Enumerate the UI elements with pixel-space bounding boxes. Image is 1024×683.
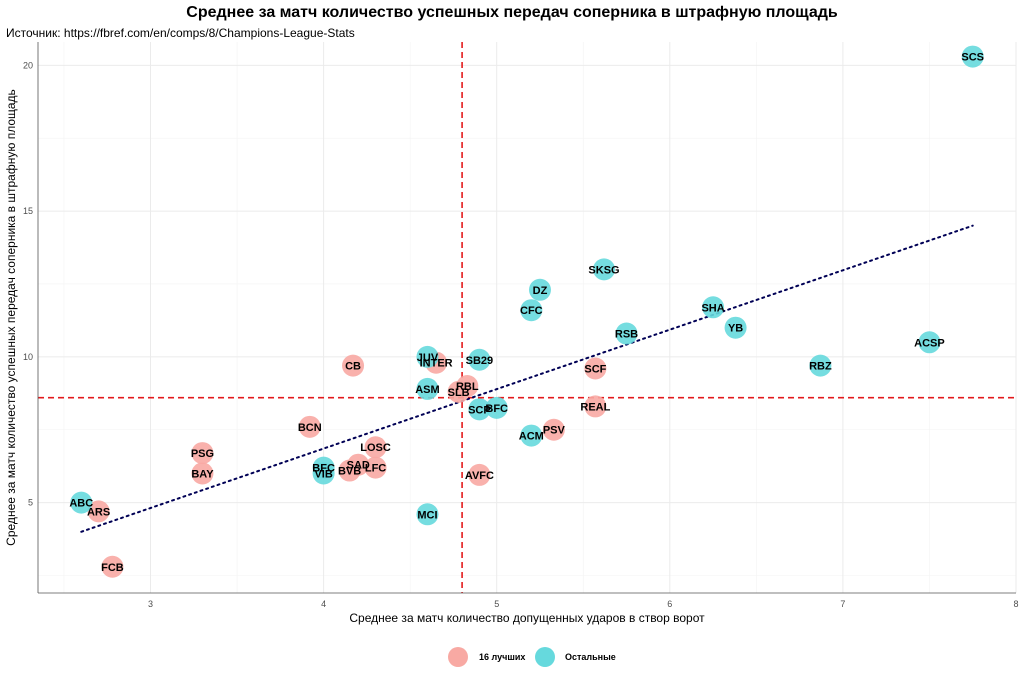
point-label-asm: ASM (415, 384, 439, 396)
point-label-sksg: SKSG (588, 264, 619, 276)
point-label-acsp: ACSP (914, 337, 945, 349)
y-tick-label: 10 (23, 352, 33, 362)
legend-swatch-top16 (448, 647, 468, 667)
axis-layer: 3 4 5 6 7 8 5 10 15 20 (23, 42, 1019, 609)
point-juv (416, 345, 439, 368)
point-scp (468, 398, 491, 421)
grid-layer (38, 42, 1017, 593)
x-tick-label: 6 (667, 599, 672, 609)
point-label-scs: SCS (961, 52, 984, 64)
y-tick-label: 20 (23, 60, 33, 70)
point-label-vib: VIB (314, 468, 332, 480)
point-scf (584, 357, 607, 380)
y-tick-label: 5 (28, 498, 33, 508)
point-label-bfc: BFC (312, 463, 335, 475)
point-bvb (338, 459, 361, 482)
point-acsp (918, 331, 941, 354)
point-real (584, 395, 607, 418)
y-axis-title: Среднее за матч количество успешных пере… (4, 89, 18, 546)
point-label-sha: SHA (701, 302, 724, 314)
point-label-sad: SAD (347, 460, 370, 472)
point-bfc (485, 396, 508, 419)
point-sb29 (468, 348, 491, 371)
chart-title: Среднее за матч количество успешных пере… (186, 4, 838, 21)
point-label-bay: BAY (191, 468, 214, 480)
point-label-psg: PSG (191, 448, 214, 460)
point-label-rbz: RBZ (809, 361, 832, 373)
points-layer (70, 45, 984, 578)
point-label-bvb: BVB (338, 466, 361, 478)
point-label-rbl: RBL (456, 381, 479, 393)
point-label-sb29: SB29 (466, 355, 494, 367)
point-lfc (364, 456, 387, 479)
point-psg (191, 442, 214, 465)
x-axis-title: Среднее за матч количество допущенных уд… (349, 611, 705, 625)
x-tick-label: 4 (321, 599, 326, 609)
point-label-bcn: BCN (298, 422, 322, 434)
point-abc (70, 491, 93, 514)
point-sksg (593, 258, 616, 281)
point-asm (416, 377, 439, 400)
legend-swatch-others (535, 647, 555, 667)
point-mci (416, 503, 439, 526)
point-label-avfc: AVFC (465, 470, 494, 482)
point-rbz (809, 354, 832, 377)
legend-label-others: Остальные (565, 652, 616, 662)
point-label-cb: CB (345, 361, 361, 373)
reference-lines (38, 42, 1016, 593)
point-label-scp: SCP (468, 404, 491, 416)
point-label-inter: INTER (420, 358, 453, 370)
x-tick-label: 5 (494, 599, 499, 609)
point-sha (702, 296, 725, 319)
point-label-cfc: CFC (520, 305, 543, 317)
point-acm (520, 424, 543, 447)
point-rsb (615, 322, 638, 345)
point-dz (528, 278, 551, 301)
point-bay (191, 462, 214, 485)
point-label-acm: ACM (519, 431, 544, 443)
point-label-scf: SCF (584, 364, 606, 376)
point-label-rsb: RSB (615, 329, 638, 341)
point-label-slb: SLB (448, 387, 470, 399)
point-label-bfc: BFC (485, 403, 508, 415)
x-tick-label: 7 (840, 599, 845, 609)
point-cfc (520, 299, 543, 322)
point-label-fcb: FCB (101, 562, 124, 574)
legend-label-top16: 16 лучших (479, 652, 525, 662)
point-label-juv: JUV (417, 352, 439, 364)
chart-subtitle: Источник: https://fbref.com/en/comps/8/C… (6, 26, 355, 40)
point-label-abc: ABC (69, 498, 93, 510)
legend: 16 лучших Остальные (448, 647, 616, 667)
point-label-ars: ARS (87, 506, 110, 518)
point-label-losc: LOSC (360, 442, 391, 454)
point-ars (87, 500, 110, 523)
point-label-dz: DZ (533, 285, 548, 297)
point-bcn (298, 415, 321, 438)
point-label-mci: MCI (417, 509, 437, 521)
point-cb (342, 354, 365, 377)
point-avfc (468, 463, 491, 486)
point-fcb (101, 555, 124, 578)
point-label-yb: YB (728, 323, 743, 335)
point-label-lfc: LFC (365, 463, 386, 475)
point-losc (364, 436, 387, 459)
point-psv (542, 418, 565, 441)
trend-line (80, 224, 974, 533)
point-label-real: REAL (580, 401, 610, 413)
x-tick-label: 3 (148, 599, 153, 609)
y-tick-label: 15 (23, 206, 33, 216)
point-rbl (456, 375, 479, 398)
point-vib (312, 462, 335, 485)
point-scs (961, 45, 984, 68)
x-tick-label: 8 (1013, 599, 1018, 609)
point-label-psv: PSV (543, 425, 566, 437)
trend-line-layer (80, 224, 974, 533)
point-yb (724, 316, 747, 339)
